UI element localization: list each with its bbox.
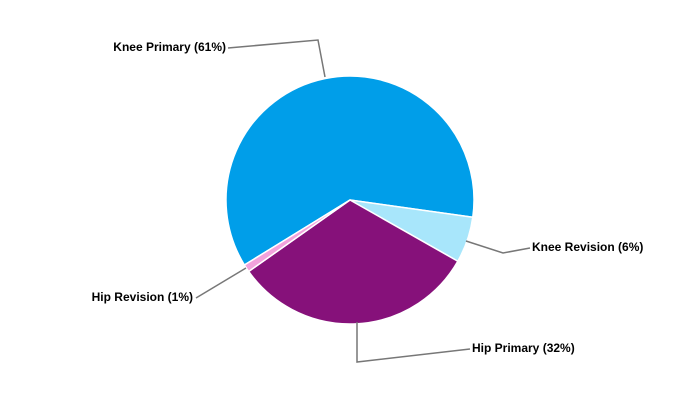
pie-slice xyxy=(247,199,459,325)
pie-slice xyxy=(225,75,475,267)
leader-line xyxy=(356,322,471,363)
slice-label: Knee Primary (61%) xyxy=(113,40,226,54)
leader-line xyxy=(465,240,531,254)
pie-slice xyxy=(243,199,351,273)
slice-label: Hip Primary (32%) xyxy=(472,341,575,355)
slice-label: Hip Revision (1%) xyxy=(92,290,193,304)
leader-line xyxy=(195,267,247,299)
leader-line xyxy=(227,39,326,78)
slice-label: Knee Revision (6%) xyxy=(532,240,643,254)
